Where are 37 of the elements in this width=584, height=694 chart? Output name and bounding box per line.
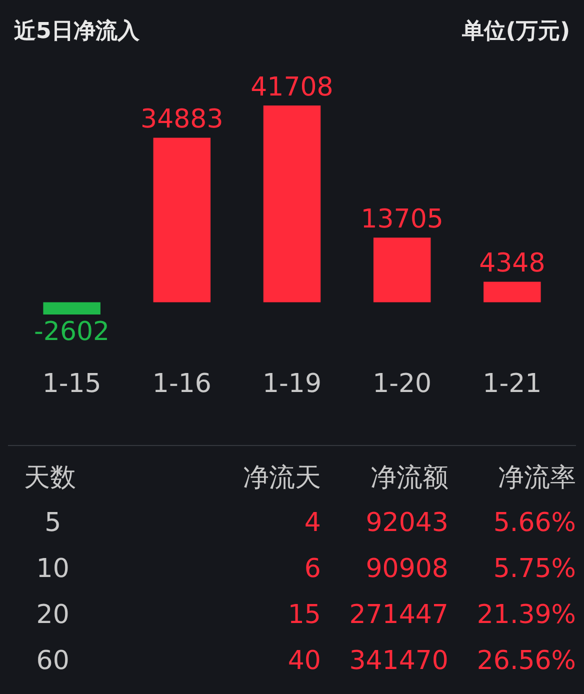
text: 净流天 [242, 462, 321, 494]
data-label: -2602 [34, 317, 110, 348]
text: 15 [286, 600, 321, 630]
text: 净流额 [369, 462, 448, 494]
chart-title: 近5日净流入 [14, 18, 140, 46]
text: 天数 [23, 462, 77, 494]
chart-subtitle: 单位(万元) [462, 18, 570, 46]
text: 271447 [348, 600, 448, 630]
text: 5.75% [492, 554, 576, 584]
bar [43, 302, 100, 314]
text: 20 [35, 600, 70, 630]
text: 21.39% [476, 600, 576, 630]
x-tick-label: 1-19 [262, 369, 322, 400]
data-label: 34883 [140, 104, 224, 134]
text: 26.56% [476, 646, 576, 676]
bar [373, 238, 431, 302]
data-label: 13705 [360, 204, 444, 234]
data-label: 4348 [479, 248, 546, 278]
data-label: 41708 [250, 72, 334, 102]
text: 90908 [364, 554, 448, 584]
text: 净流率 [496, 462, 576, 494]
bar [153, 138, 211, 302]
x-tick-label: 1-20 [372, 369, 432, 400]
x-tick-label: 1-15 [42, 369, 102, 400]
text: 4 [303, 508, 321, 538]
x-tick-label: 1-16 [152, 369, 212, 400]
text: 92043 [364, 508, 448, 538]
text: 60 [35, 646, 70, 676]
text: 40 [286, 646, 321, 676]
bar [263, 106, 321, 302]
text: 10 [35, 554, 70, 584]
text: 341470 [348, 646, 448, 676]
x-tick-label: 1-21 [482, 369, 542, 400]
text: 5 [44, 508, 62, 538]
text: 6 [303, 554, 321, 584]
bar [484, 282, 541, 302]
text: 5.66% [492, 508, 576, 538]
